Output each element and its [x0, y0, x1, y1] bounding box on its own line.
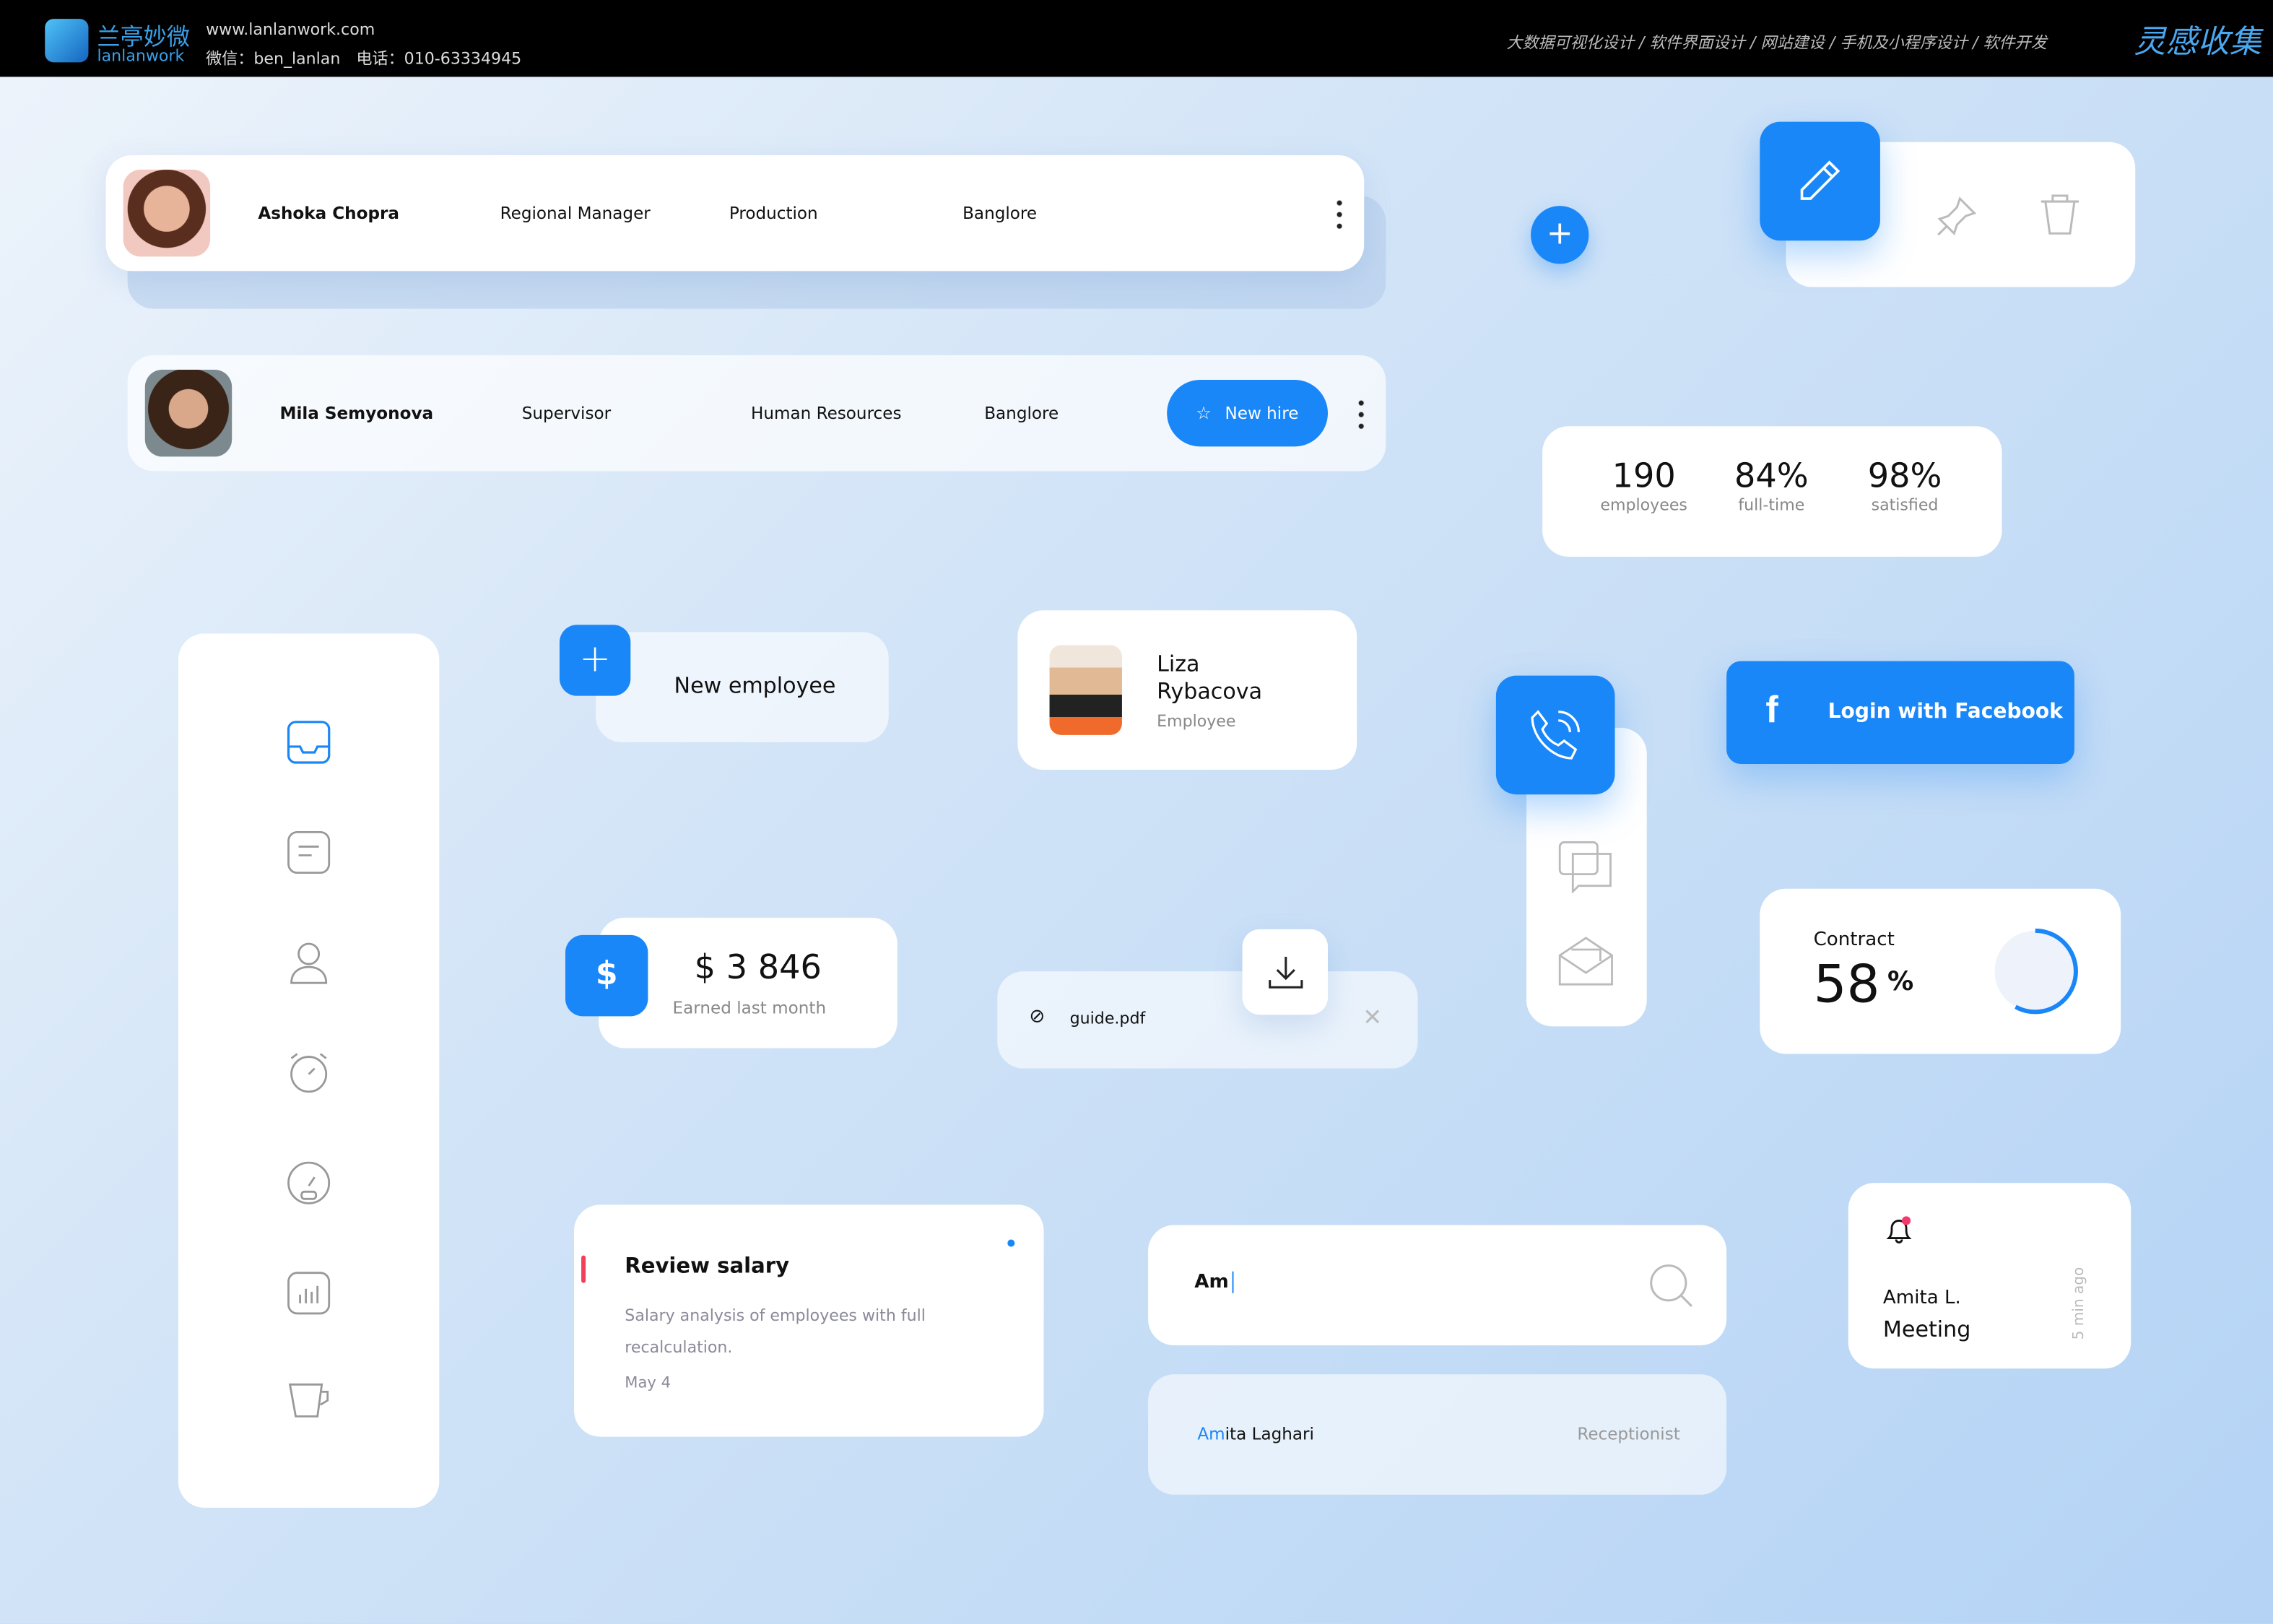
profile-role: Employee — [1157, 711, 1236, 731]
inbox-icon[interactable] — [287, 721, 331, 764]
result-role: Receptionist — [1577, 1423, 1680, 1444]
cup-icon[interactable] — [287, 1378, 334, 1422]
unread-dot — [1007, 1239, 1015, 1247]
employee-role: Supervisor — [521, 403, 612, 424]
stat-value: 84% — [1734, 458, 1809, 496]
employee-name: Ashoka Chopra — [258, 203, 399, 224]
new-employee-card[interactable]: New employee — [596, 632, 889, 742]
notification-name: Amita L. — [1882, 1287, 1961, 1309]
avatar — [1049, 645, 1122, 735]
profile-first-name: Liza — [1157, 651, 1200, 677]
download-button[interactable] — [1242, 929, 1329, 1015]
services-list: 大数据可视化设计 / 软件界面设计 / 网站建设 / 手机及小程序设计 / 软件… — [1506, 33, 2047, 53]
contract-progress-ring — [1992, 928, 2078, 1015]
result-name: Amita Laghari — [1197, 1424, 1314, 1444]
chart-icon[interactable] — [287, 1272, 331, 1315]
employee-location: Banglore — [962, 203, 1038, 224]
employee-row[interactable]: Mila Semyonova Supervisor Human Resource… — [127, 355, 1386, 472]
top-bar: 兰亭妙微 lanlanwork www.lanlanwork.com 微信：be… — [0, 0, 2273, 77]
logo-cn: 兰亭妙微 — [97, 23, 191, 51]
alarm-icon[interactable] — [287, 1051, 331, 1095]
notes-icon[interactable] — [287, 830, 331, 874]
contract-value: 58 — [1813, 955, 1880, 1015]
result-match: Am — [1197, 1423, 1225, 1444]
dollar-icon: $ — [565, 934, 648, 1017]
profile-card[interactable]: Liza Rybacova Employee — [1017, 610, 1357, 770]
earnings-card: $ 3 846 Earned last month — [599, 917, 898, 1048]
earnings-label: Earned last month — [672, 997, 827, 1018]
stat: 84% full-time — [1713, 458, 1830, 514]
bell-icon — [1886, 1216, 1912, 1243]
employee-location: Banglore — [984, 403, 1059, 424]
add-employee-button[interactable]: + — [559, 625, 631, 696]
task-date: May 4 — [625, 1374, 672, 1392]
login-facebook-button[interactable]: f Login with Facebook — [1726, 661, 2074, 765]
user-icon[interactable] — [287, 941, 331, 984]
badge-label: New hire — [1225, 403, 1299, 424]
brand-title: 灵感收集 — [2134, 25, 2261, 61]
stat: 190 employees — [1586, 458, 1702, 514]
contract-unit: % — [1887, 967, 1914, 998]
contract-label: Contract — [1813, 929, 1895, 952]
task-title: Review salary — [625, 1255, 790, 1279]
mail-icon[interactable] — [1558, 935, 1613, 987]
employee-department: Human Resources — [750, 403, 902, 424]
stat-value: 190 — [1612, 458, 1676, 496]
avatar — [123, 169, 211, 257]
employee-department: Production — [729, 203, 818, 224]
trash-icon[interactable] — [2035, 190, 2085, 239]
search-result[interactable]: Amita Laghari Receptionist — [1148, 1374, 1727, 1495]
pin-icon[interactable] — [1931, 190, 1983, 242]
stat-label: satisfied — [1871, 495, 1939, 515]
sidebar — [178, 633, 440, 1508]
search-input[interactable]: Am — [1194, 1271, 1233, 1293]
contract-card: Contract 58 % — [1760, 888, 2121, 1054]
contract-progress-arc — [1992, 928, 2078, 1015]
new-employee-label: New employee — [674, 672, 836, 699]
avatar — [144, 369, 232, 457]
stats-card: 190 employees 84% full-time 98% satisfied — [1542, 426, 2002, 557]
contact-info: 微信：ben_lanlan 电话：010-63334945 — [206, 49, 522, 69]
close-icon[interactable]: ✕ — [1363, 1003, 1383, 1031]
profile-last-name: Rybacova — [1157, 678, 1263, 705]
add-button[interactable]: + — [1531, 206, 1589, 264]
attachment-icon: ⊘ — [1029, 1006, 1046, 1028]
search-icon[interactable] — [1648, 1263, 1695, 1309]
stat-label: full-time — [1738, 495, 1805, 515]
edit-button[interactable] — [1760, 121, 1880, 241]
result-rest: ita Laghari — [1225, 1423, 1314, 1444]
more-icon[interactable] — [1357, 397, 1366, 430]
stat-value: 98% — [1867, 458, 1942, 496]
search-field[interactable]: Am — [1148, 1225, 1727, 1346]
notification-time: 5 min ago — [2071, 1267, 2088, 1340]
stat: 98% satisfied — [1847, 458, 1963, 514]
notification-title: Meeting — [1882, 1316, 1971, 1343]
more-icon[interactable] — [1335, 197, 1344, 230]
file-card[interactable]: ⊘ guide.pdf ✕ — [997, 971, 1418, 1069]
chat-icon[interactable] — [1558, 841, 1613, 893]
call-button[interactable] — [1495, 675, 1615, 795]
star-icon: ☆ — [1196, 403, 1212, 424]
notification-card[interactable]: Amita L. Meeting 5 min ago — [1848, 1183, 2131, 1369]
facebook-icon: f — [1765, 687, 1778, 731]
employee-row[interactable]: Ashoka Chopra Regional Manager Productio… — [105, 155, 1365, 272]
logo-en: lanlanwork — [97, 46, 185, 66]
task-description: Salary analysis of employees with full r… — [625, 1306, 926, 1358]
employee-role: Regional Manager — [500, 203, 651, 224]
earnings-value: $ 3 846 — [694, 950, 822, 988]
task-marker — [581, 1255, 586, 1283]
new-hire-badge[interactable]: ☆ New hire — [1167, 380, 1329, 447]
logo-icon — [45, 19, 89, 63]
file-name: guide.pdf — [1069, 1009, 1146, 1028]
gauge-icon[interactable] — [287, 1161, 331, 1204]
stat-label: employees — [1600, 495, 1687, 515]
task-card[interactable]: Review salary Salary analysis of employe… — [574, 1204, 1044, 1437]
site-url[interactable]: www.lanlanwork.com — [206, 20, 375, 40]
employee-name: Mila Semyonova — [279, 403, 434, 424]
facebook-label: Login with Facebook — [1827, 700, 2063, 724]
